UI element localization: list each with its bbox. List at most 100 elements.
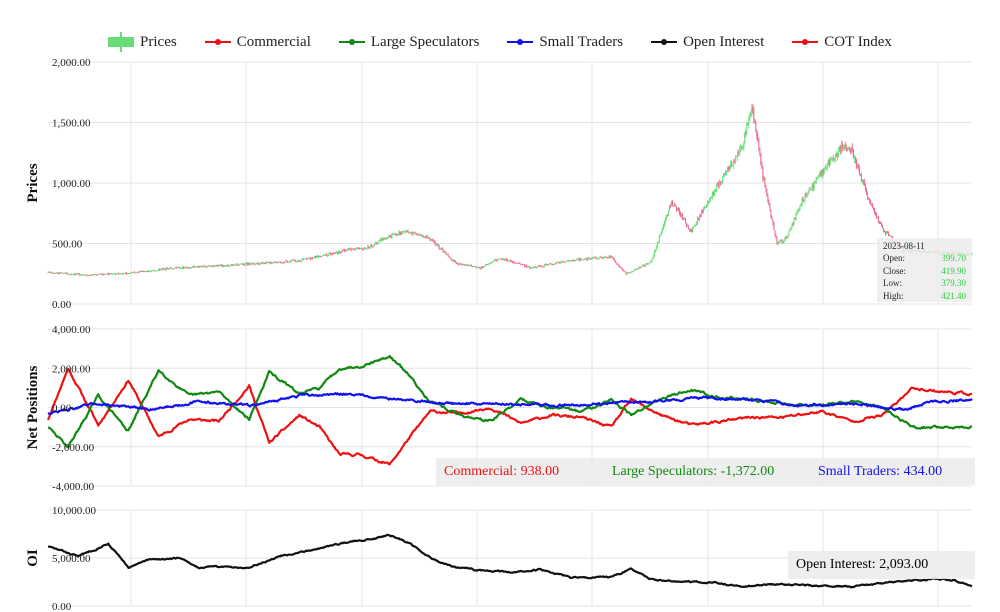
candle-body [689, 229, 691, 231]
candle-body [171, 267, 173, 269]
candle-body [610, 255, 612, 258]
candle-body [475, 267, 477, 268]
candle-body [345, 249, 347, 252]
candle-body [532, 267, 534, 269]
candle-body [521, 264, 523, 266]
open-interest-readout: Open Interest: 2,093.00 [788, 551, 975, 579]
legend-item[interactable]: Commercial [204, 34, 311, 51]
candle-body [584, 258, 586, 260]
candle-body [753, 110, 755, 120]
candle-body [110, 273, 112, 275]
candle-body [216, 265, 218, 267]
candle-body [642, 264, 644, 266]
candle-body [496, 259, 498, 261]
candle-body [721, 181, 723, 183]
candle-body [598, 258, 600, 260]
candle-body [620, 267, 622, 269]
candle-body [858, 167, 860, 175]
candle-body [798, 208, 800, 211]
candle-body [565, 261, 567, 263]
candle-body [457, 263, 459, 265]
candle-body [518, 262, 520, 264]
candle-body [126, 273, 128, 275]
candle-body [206, 267, 208, 268]
candle-body [425, 235, 427, 238]
candle-body [769, 204, 771, 211]
candle-body [198, 266, 200, 268]
candle-body [141, 271, 143, 272]
candle-body [804, 193, 806, 200]
candle-body [362, 248, 364, 250]
legend-item[interactable]: Open Interest [651, 34, 764, 51]
candle-body [233, 264, 235, 266]
legend-item[interactable]: Prices [108, 32, 177, 52]
candle-body [302, 259, 304, 260]
candle-body [706, 206, 708, 208]
candle-body [442, 249, 444, 253]
legend-item[interactable]: Small Traders [507, 34, 623, 51]
candle-body [58, 273, 60, 275]
candle-body [492, 260, 494, 263]
legend-item[interactable]: Large Speculators [338, 34, 479, 51]
candle-body [214, 265, 216, 267]
y-axis-title: Net Positions [25, 365, 41, 449]
candle-body [678, 209, 680, 214]
candle-body [266, 261, 268, 263]
candle-body [731, 161, 733, 166]
candle-body [351, 248, 353, 251]
candle-body [316, 255, 318, 258]
legend-item[interactable]: COT Index [792, 34, 892, 51]
candle-body [86, 275, 88, 277]
candle-body [545, 264, 547, 265]
candle-body [665, 214, 667, 219]
candle-body [365, 248, 367, 249]
candle-body [306, 258, 308, 260]
candle-body [241, 263, 243, 265]
candle-body [180, 268, 182, 269]
candle-body [176, 267, 178, 269]
candle-body [755, 122, 757, 132]
candle-body [188, 267, 190, 269]
candle-body [740, 147, 742, 149]
candle-body [821, 169, 823, 176]
candle-body [157, 270, 159, 272]
candle-body [149, 271, 151, 272]
candle-body [647, 263, 649, 265]
candle-body [519, 263, 521, 264]
candle-body [629, 272, 631, 274]
candle-body [766, 190, 768, 196]
candle-body [555, 262, 557, 265]
y-tick-label: -4,000.00 [52, 481, 95, 493]
candle-body [483, 266, 485, 268]
candle-body [659, 234, 661, 236]
candle-body [328, 253, 330, 256]
candle-body [101, 273, 103, 275]
candle-body [849, 149, 851, 153]
candle-body [747, 124, 749, 125]
commercial-line [46, 367, 973, 466]
candle-body [524, 264, 526, 267]
candle-body [400, 233, 402, 235]
candle-body [453, 260, 455, 262]
candle-body [559, 262, 561, 264]
candle-body [381, 239, 383, 241]
candle-body [650, 261, 652, 263]
candle-body [777, 242, 779, 245]
candle-body [815, 178, 817, 183]
candle-body [96, 274, 98, 276]
candle-body [269, 262, 271, 264]
candle-body [242, 263, 244, 265]
candle-body [235, 263, 237, 266]
candle-body [111, 274, 113, 275]
candle-body [130, 272, 132, 274]
candle-body [695, 225, 697, 226]
candle-body [305, 258, 307, 260]
candle-body [820, 170, 822, 176]
candle-body [380, 239, 382, 241]
candle-body [313, 256, 315, 258]
y-tick-label: 4,000.00 [52, 324, 91, 336]
candle-body [129, 273, 131, 274]
candle-body [818, 175, 820, 177]
large-speculators-line [47, 354, 973, 449]
candle-body [530, 268, 532, 269]
